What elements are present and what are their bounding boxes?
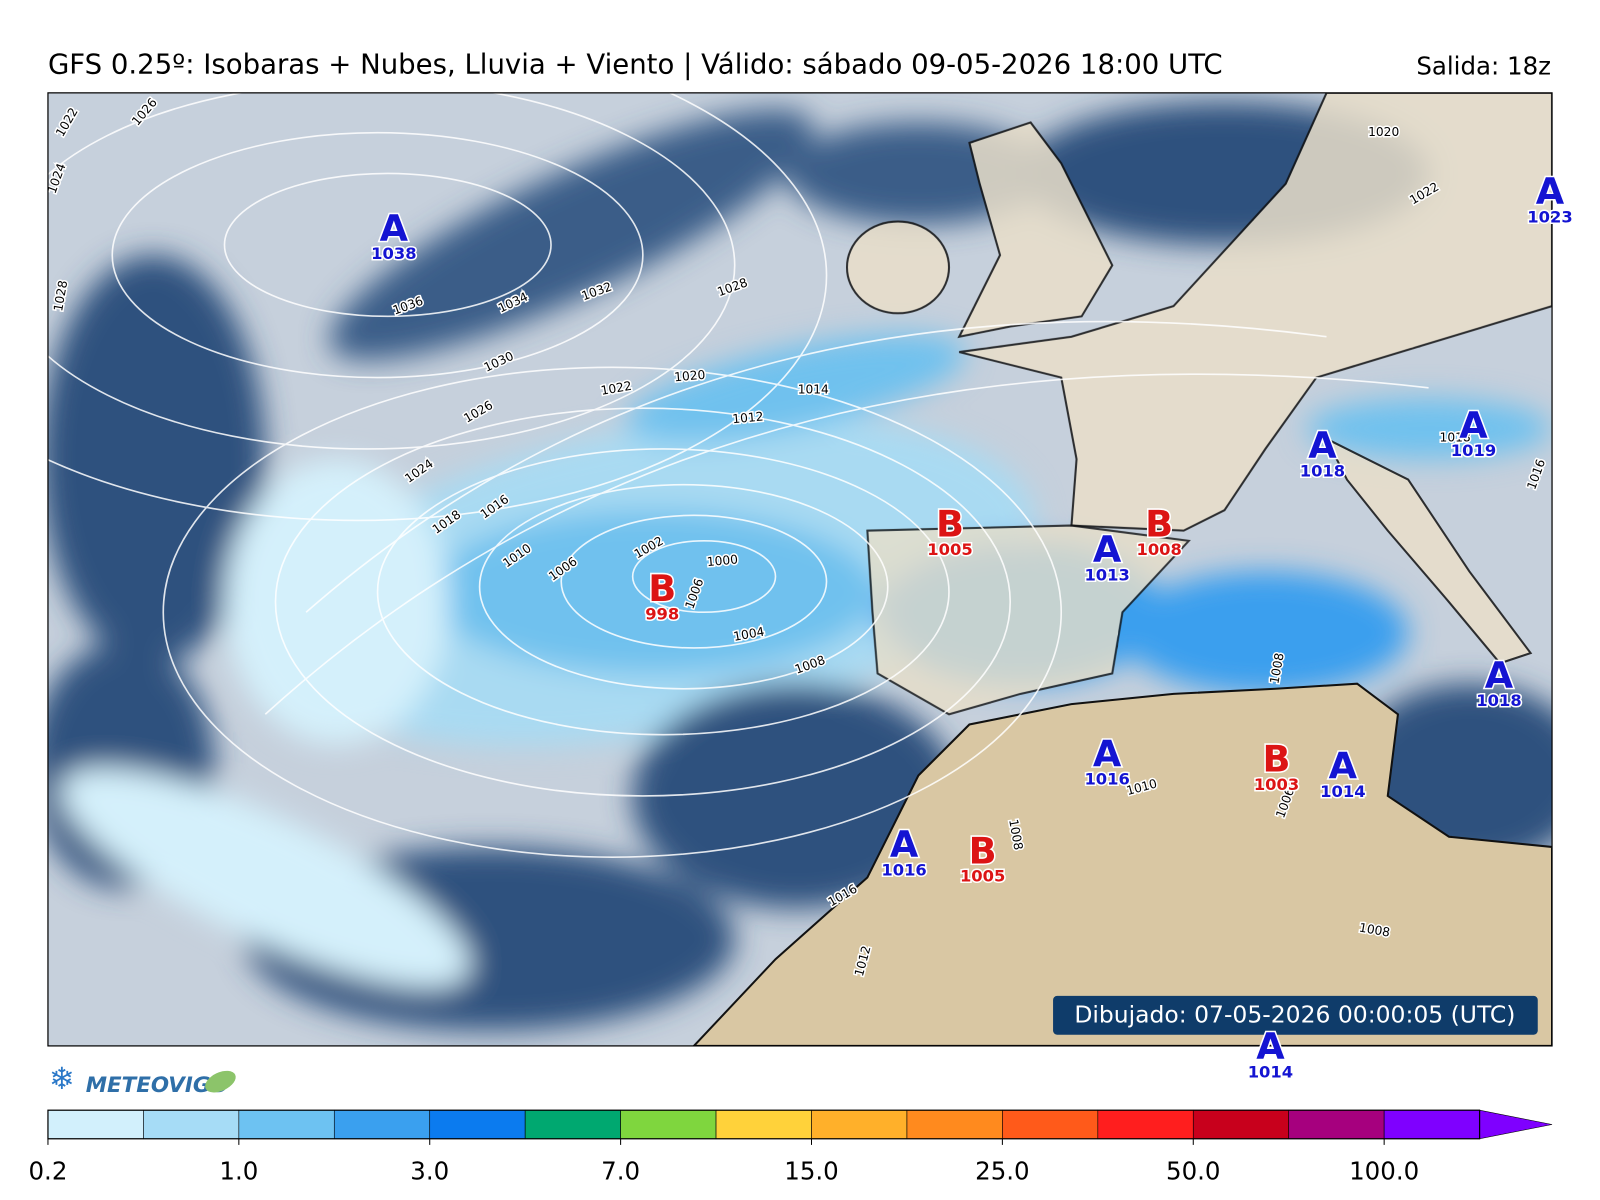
colorbar-label: 1.0 (219, 1157, 258, 1186)
colorbar-box (524, 1109, 621, 1140)
center-letter: A (1536, 170, 1565, 213)
center-letter: A (380, 207, 409, 250)
colorbar-label: 7.0 (601, 1157, 640, 1186)
colorbar-label: 100.0 (1349, 1157, 1419, 1186)
colorbar-label: 50.0 (1166, 1157, 1220, 1186)
center-value: 1019 (1451, 441, 1496, 460)
center-letter: A (1093, 528, 1122, 571)
isobar-label: 1014 (798, 382, 829, 396)
center-value: 1003 (1254, 775, 1299, 794)
colorbar-box (620, 1109, 717, 1140)
center-letter: B (1145, 503, 1173, 546)
center-letter: B (936, 503, 964, 546)
center-value: 1005 (927, 540, 972, 559)
colorbar-box (143, 1109, 240, 1140)
center-letter: B (1263, 737, 1291, 780)
center-value: 1018 (1476, 691, 1521, 710)
isobar-label: 1012 (732, 410, 764, 427)
center-letter: A (890, 823, 919, 866)
colorbar-box (1383, 1109, 1480, 1140)
center-value: 1014 (1248, 1063, 1293, 1082)
colorbar-arrow (1479, 1109, 1553, 1140)
center-letter: A (1329, 745, 1358, 788)
center-value: 1016 (881, 861, 926, 880)
center-value: 1005 (960, 867, 1005, 886)
center-value: 1014 (1320, 782, 1365, 801)
center-value: 1016 (1084, 770, 1129, 789)
colorbar-box (47, 1109, 144, 1140)
center-value: 1008 (1136, 540, 1181, 559)
logo-icon: ❄ (49, 1062, 75, 1097)
drawn-label: Dibujado: 07-05-2026 00:00:05 (UTC) (1074, 1000, 1515, 1028)
colorbar-label: 15.0 (784, 1157, 838, 1186)
center-value: 1013 (1084, 566, 1129, 585)
colorbar-box (333, 1109, 431, 1140)
colorbar-box (1002, 1109, 1099, 1140)
center-value: 998 (645, 604, 679, 623)
logo: ❄ METEOVIGO (49, 1062, 236, 1098)
center-letter: A (1093, 732, 1122, 775)
colorbar-frame (47, 1109, 1481, 1140)
colorbar-box (811, 1109, 908, 1140)
land (692, 92, 1553, 1046)
colorbar-box (238, 1109, 335, 1140)
isobar-label: 1020 (674, 368, 706, 385)
colorbar-label: 25.0 (975, 1157, 1029, 1186)
colorbar-box (1097, 1109, 1194, 1140)
drawn-box (1053, 995, 1538, 1035)
map: Dibujado: 07-05-2026 00:00:05 (UTC) 1026… (47, 92, 1553, 1046)
colorbar-label: 3.0 (410, 1157, 449, 1186)
isobar-label: 1020 (1368, 125, 1399, 139)
colorbar-box (715, 1109, 812, 1140)
colorbar-box (1288, 1109, 1385, 1140)
center-value: 1023 (1527, 207, 1572, 226)
center-letter: A (1485, 654, 1514, 697)
colorbar-box (429, 1109, 526, 1140)
center-letter: A (1308, 424, 1337, 467)
isobar-label: 1018 (1440, 430, 1471, 444)
colorbar-box (1192, 1109, 1290, 1140)
isobar-label: 1000 (706, 552, 738, 569)
center-value: 1038 (371, 244, 416, 263)
isobars (47, 92, 1429, 858)
title: GFS 0.25º: Isobaras + Nubes, Lluvia + Vi… (48, 48, 1223, 80)
map-frame (47, 92, 1553, 1047)
center-value: 1018 (1300, 462, 1345, 481)
run-label: Salida: 18z (1416, 51, 1551, 80)
center-letter: A (1256, 1025, 1285, 1068)
center-letter: A (1459, 404, 1488, 447)
logo-text: METEOVIGO (86, 1073, 229, 1098)
center-letter: B (648, 567, 676, 610)
colorbar-label: 0.2 (28, 1157, 67, 1186)
center-letter: B (969, 829, 997, 872)
colorbar-box (906, 1109, 1003, 1140)
colorbar: 0.2 1.0 3.0 7.0 15.0 25.0 50.0 100.0 (28, 1109, 1553, 1186)
